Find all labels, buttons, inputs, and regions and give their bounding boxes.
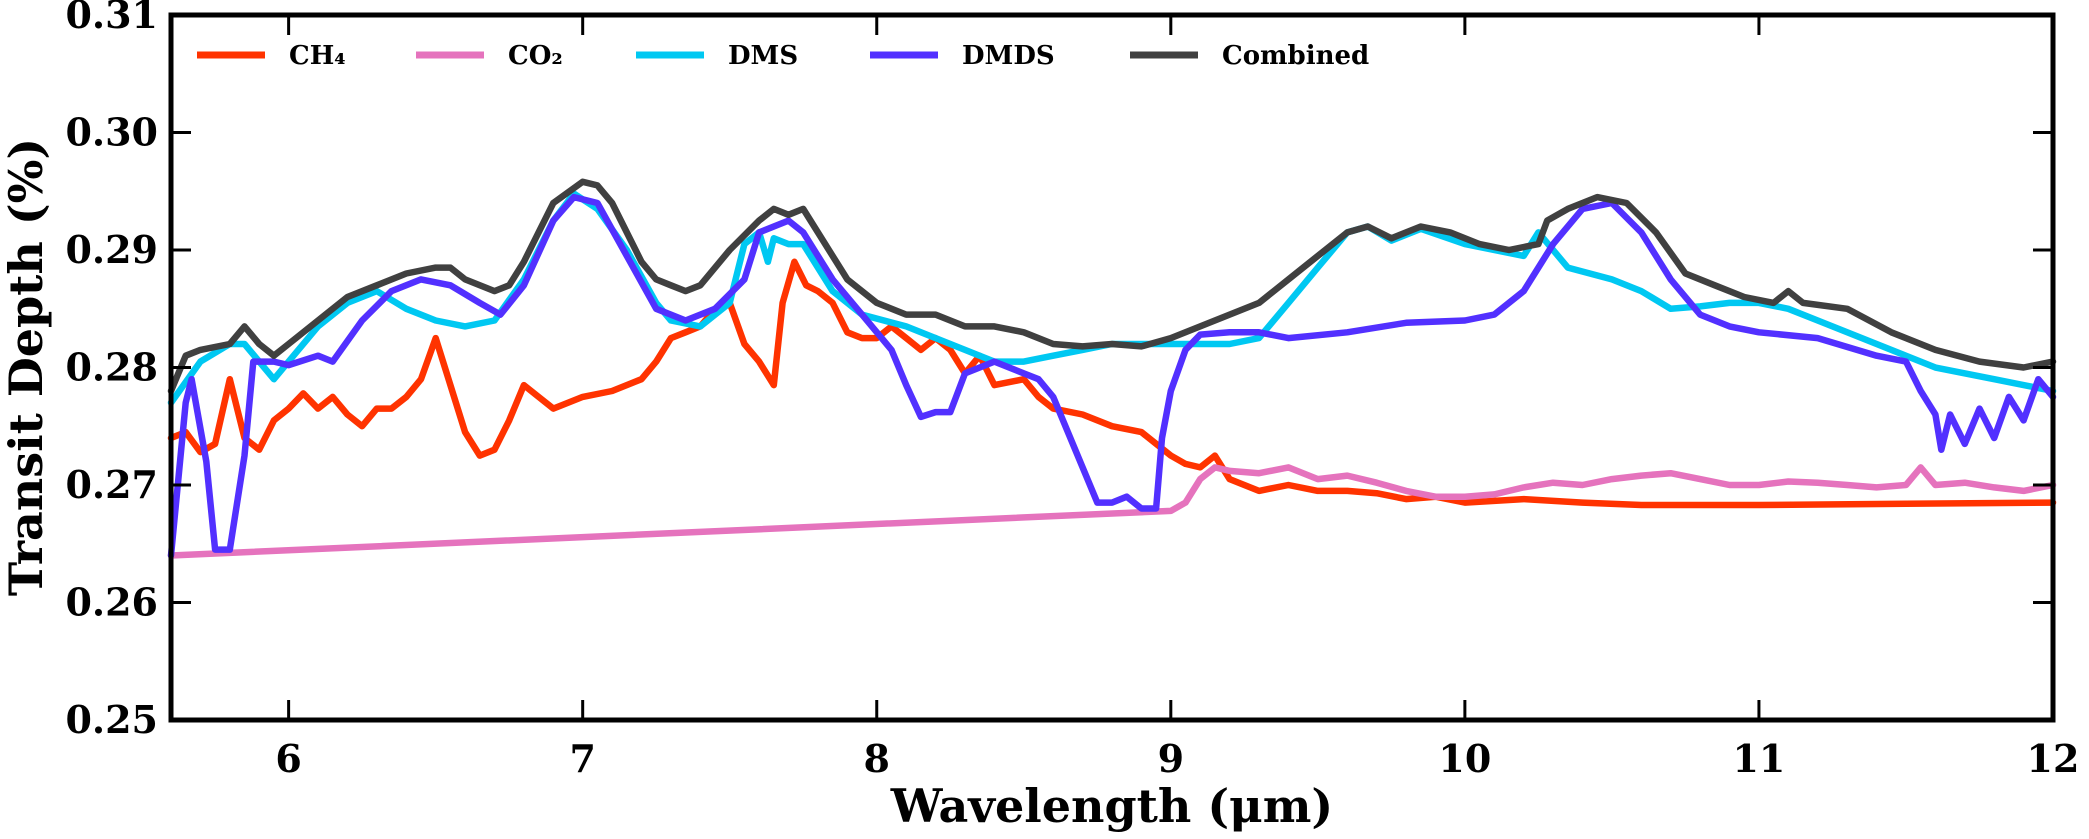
y-tick-label: 0.29 — [65, 227, 158, 272]
x-tick-label: 10 — [1438, 736, 1491, 781]
series-line-dms — [167, 190, 2057, 406]
legend-label: DMDS — [962, 41, 1055, 71]
legend: CH₄ CO₂ DMS DMDS Combined — [197, 41, 1369, 71]
y-tick-label: 0.28 — [65, 345, 158, 390]
legend-item-co2: CO₂ — [416, 41, 563, 71]
legend-label: CO₂ — [508, 41, 563, 71]
legend-item-dms: DMS — [636, 41, 798, 71]
x-axis-title: Wavelength (μm) — [890, 779, 1333, 833]
x-tick-label: 8 — [864, 736, 890, 781]
x-tick-label: 9 — [1158, 736, 1184, 781]
tick-layer: 6 7 8 9 10 11 12 0.25 0.26 0.27 0.28 0.29 0.30 0.31 — [65, 0, 2079, 781]
legend-label: DMS — [728, 41, 798, 71]
legend-label: Combined — [1222, 41, 1369, 71]
series-line-dmds — [167, 193, 2057, 559]
x-tick-label: 11 — [1732, 736, 1785, 781]
y-axis-title: Transit Depth (%) — [0, 138, 53, 596]
y-tick-label: 0.27 — [65, 462, 158, 507]
legend-item-combined: Combined — [1130, 41, 1369, 71]
series-line-ch4 — [167, 258, 2057, 509]
x-tick-label: 6 — [275, 736, 301, 781]
legend-label: CH₄ — [289, 41, 346, 71]
y-tick-label: 0.26 — [65, 580, 158, 625]
y-tick-label: 0.25 — [65, 697, 158, 742]
legend-item-ch4: CH₄ — [197, 41, 346, 71]
series-layer — [167, 178, 2057, 559]
y-tick-label: 0.31 — [65, 0, 158, 37]
y-tick-label: 0.30 — [65, 110, 158, 155]
series-line-co2 — [167, 464, 2057, 559]
x-tick-label: 12 — [2027, 736, 2080, 781]
series-line-combined — [167, 178, 2057, 395]
x-tick-label: 7 — [569, 736, 595, 781]
legend-item-dmds: DMDS — [870, 41, 1055, 71]
plot-frame — [168, 12, 2056, 723]
